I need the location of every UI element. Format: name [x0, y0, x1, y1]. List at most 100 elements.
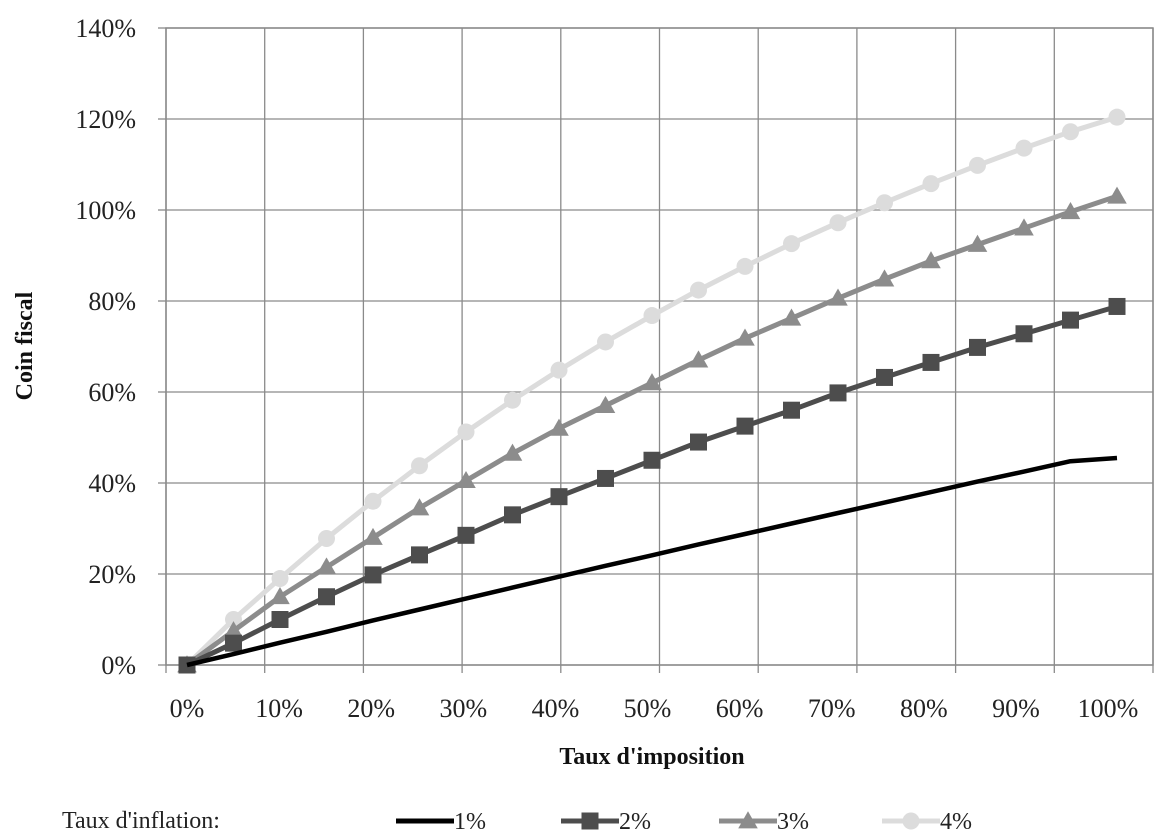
circle-marker: [1062, 123, 1079, 141]
circle-marker: [411, 457, 428, 475]
triangle-marker: [316, 557, 337, 575]
y-tick-label: 60%: [88, 378, 136, 407]
legend-label: 3%: [777, 809, 809, 831]
circle-marker: [902, 812, 920, 830]
x-axis-title: Taux d'imposition: [559, 744, 744, 770]
triangle-marker: [642, 373, 662, 391]
square-marker: [364, 566, 382, 584]
series-line: [186, 455, 1118, 668]
legend-label: 2%: [619, 809, 651, 831]
x-tick-label: 80%: [900, 694, 948, 723]
triangle-marker: [738, 811, 758, 829]
x-axis-ticks: 0% 10% 20% 30% 40% 50% 60% 70% 80% 90% 100%: [170, 694, 1139, 723]
circle-marker: [690, 281, 707, 299]
y-tick-label: 140%: [75, 14, 136, 43]
square-marker: [876, 368, 893, 386]
x-tick-label: 50%: [624, 694, 672, 723]
triangle-marker: [1060, 202, 1081, 220]
triangle-marker: [1014, 218, 1034, 236]
x-tick-label: 0%: [170, 694, 205, 723]
x-tick-label: 90%: [992, 694, 1040, 723]
y-tick-label: 80%: [88, 287, 136, 316]
y-axis-ticks: 0% 20% 40% 60% 80% 100% 120% 140%: [75, 14, 136, 680]
y-tick-label: 0%: [101, 651, 136, 680]
circle-marker: [643, 307, 661, 325]
legend-label: 1%: [454, 809, 486, 831]
grid-lines: [158, 27, 1154, 673]
square-marker: [318, 588, 335, 606]
circle-marker: [783, 235, 800, 253]
square-marker: [969, 338, 986, 356]
triangle-marker: [409, 498, 430, 516]
triangle-marker: [502, 443, 523, 461]
circle-marker: [318, 530, 335, 548]
x-tick-label: 40%: [532, 694, 580, 723]
circle-marker: [550, 361, 568, 379]
triangle-marker: [921, 251, 941, 269]
y-tick-label: 40%: [88, 469, 136, 498]
circle-marker: [457, 423, 475, 441]
circle-marker: [271, 570, 289, 588]
x-tick-label: 100%: [1078, 694, 1139, 723]
series-2pct: [178, 297, 1126, 674]
triangle-marker: [967, 234, 988, 252]
y-tick-label: 100%: [75, 196, 136, 225]
triangle-marker: [688, 350, 709, 368]
square-marker: [225, 634, 242, 652]
square-marker: [690, 433, 707, 451]
square-marker: [829, 384, 847, 402]
square-marker: [1108, 297, 1126, 315]
legend-title: Taux d'inflation:: [62, 808, 220, 831]
circle-marker: [504, 391, 521, 409]
square-marker: [736, 417, 754, 435]
triangle-marker: [223, 621, 244, 639]
triangle-marker: [270, 586, 290, 605]
square-marker: [550, 488, 568, 506]
x-tick-label: 20%: [347, 694, 395, 723]
y-tick-label: 20%: [88, 560, 136, 589]
y-tick-label: 120%: [75, 105, 136, 134]
triangle-marker: [456, 470, 476, 489]
square-marker: [783, 401, 800, 419]
x-tick-label: 10%: [255, 694, 303, 723]
square-marker: [271, 611, 289, 628]
legend-entry-1pct: 1%: [396, 809, 486, 831]
triangle-marker: [735, 328, 755, 346]
circle-marker: [1108, 108, 1126, 126]
triangle-marker: [549, 418, 569, 436]
triangle-marker: [1107, 186, 1127, 204]
series-1pct: [186, 455, 1118, 668]
square-marker: [411, 546, 428, 564]
circle-marker: [1015, 139, 1033, 157]
legend-entry-4pct: 4%: [882, 809, 972, 831]
circle-marker: [876, 194, 893, 212]
legend-entry-3pct: 3%: [719, 809, 809, 831]
x-tick-label: 30%: [439, 694, 487, 723]
circle-marker: [364, 492, 382, 510]
square-marker: [1062, 311, 1079, 329]
square-marker: [643, 451, 661, 469]
triangle-marker: [781, 308, 802, 326]
series-3pct: [177, 186, 1127, 673]
triangle-marker: [828, 288, 848, 306]
circle-marker: [597, 333, 614, 351]
triangle-marker: [874, 269, 895, 287]
x-tick-label: 70%: [808, 694, 856, 723]
circle-marker: [829, 214, 847, 232]
legend: Taux d'inflation: 1% 2% 3% 4%: [62, 808, 972, 831]
square-marker: [581, 812, 599, 830]
legend-entry-2pct: 2%: [561, 809, 651, 831]
x-tick-label: 60%: [716, 694, 764, 723]
square-marker: [1015, 325, 1033, 343]
legend-label: 4%: [940, 809, 972, 831]
square-marker: [597, 469, 614, 487]
triangle-marker: [595, 395, 616, 413]
square-marker: [504, 506, 521, 524]
square-marker: [922, 353, 940, 371]
circle-marker: [922, 175, 940, 193]
circle-marker: [225, 611, 242, 628]
square-marker: [457, 526, 475, 544]
circle-marker: [736, 257, 754, 275]
circle-marker: [969, 156, 986, 174]
